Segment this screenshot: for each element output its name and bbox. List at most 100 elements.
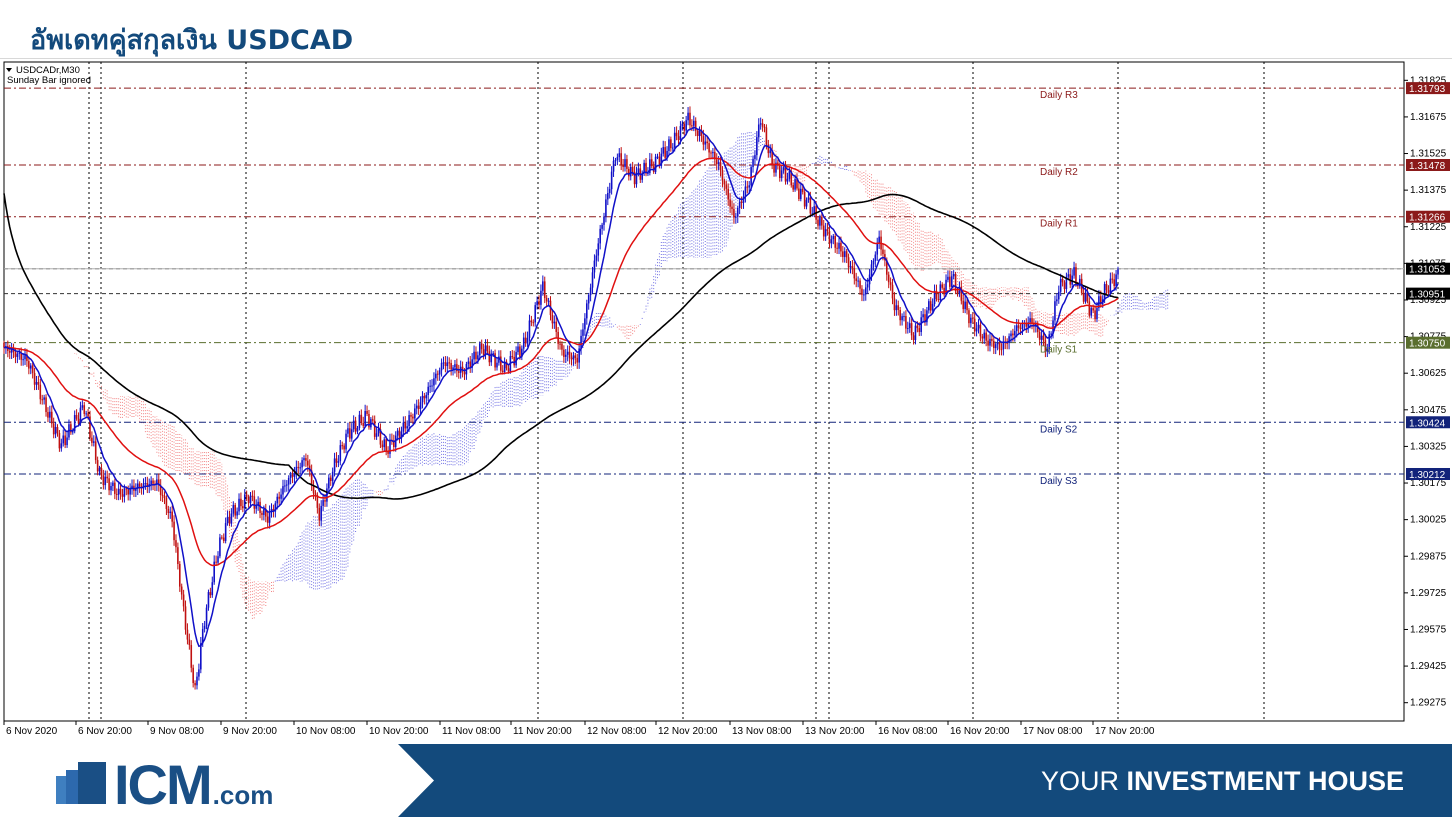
candle-body — [45, 397, 47, 413]
candle-body — [335, 458, 338, 463]
candle-body — [970, 317, 972, 324]
candle-body — [859, 280, 861, 289]
candle-body — [234, 504, 237, 516]
candle-body — [387, 451, 389, 454]
candle-body — [1048, 334, 1051, 349]
candle-body — [1056, 299, 1058, 302]
candle-body — [448, 362, 451, 364]
candle-body — [289, 474, 292, 478]
candle-body — [725, 184, 728, 189]
candle-body — [471, 359, 473, 368]
candle-body — [719, 162, 722, 171]
candle-body — [603, 216, 605, 225]
candle-body — [1042, 335, 1045, 341]
candle-body — [973, 318, 976, 332]
candle-body — [297, 466, 300, 468]
candle-body — [291, 474, 294, 477]
candle-body — [576, 358, 579, 363]
candle-body — [450, 363, 452, 370]
candle-body — [897, 305, 900, 310]
candle-body — [115, 493, 118, 495]
candle-body — [131, 485, 133, 489]
candle-body — [320, 505, 322, 521]
logo-suffix: .com — [212, 780, 274, 810]
candle-body — [551, 315, 554, 324]
candle-body — [668, 139, 670, 151]
candle-body — [362, 423, 365, 426]
candle-body — [404, 422, 407, 429]
candle-body — [165, 497, 168, 509]
candle-body — [347, 428, 349, 434]
candle-body — [356, 428, 359, 432]
candle-body — [685, 120, 687, 131]
candle-body — [415, 405, 418, 409]
candle-body — [393, 440, 395, 448]
candle-body — [874, 254, 877, 261]
candle-body — [284, 485, 286, 487]
candle-body — [337, 461, 340, 463]
candle-body — [316, 494, 319, 508]
price-tag-label: 1.31053 — [1409, 265, 1446, 276]
candle-body — [433, 378, 435, 386]
candle-body — [494, 353, 496, 368]
candle-body — [35, 382, 38, 385]
candle-body — [945, 279, 947, 295]
candle-body — [1008, 336, 1010, 344]
candle-body — [211, 582, 214, 596]
candle-body — [167, 508, 170, 514]
candle-body — [93, 441, 95, 443]
candle-body — [125, 488, 128, 490]
candle-body — [438, 370, 441, 375]
candle-body — [201, 629, 204, 644]
moving-average-slow-line — [3, 193, 1119, 500]
candle-body — [96, 460, 99, 472]
candle-body — [889, 282, 892, 285]
candle-body — [329, 477, 332, 481]
candle-body — [914, 325, 917, 341]
candle-body — [307, 460, 309, 466]
candle-body — [771, 150, 773, 165]
candle-body — [954, 274, 957, 291]
candle-body — [228, 516, 231, 524]
candle-body — [293, 472, 296, 477]
candle-body — [618, 153, 621, 158]
candle-body — [693, 120, 695, 126]
price-tag-label: 1.30212 — [1409, 470, 1446, 481]
candle-body — [150, 480, 152, 485]
candle-body — [177, 547, 179, 564]
candle-body — [966, 301, 968, 311]
candle-body — [521, 348, 523, 357]
candle-body — [863, 294, 865, 296]
candle-body — [318, 507, 321, 521]
candle-body — [647, 173, 649, 175]
candle-body — [721, 170, 724, 181]
candle-body — [866, 284, 869, 288]
y-tick-label: 1.31525 — [1410, 149, 1447, 160]
candle-body — [163, 495, 166, 498]
x-tick-label: 12 Nov 20:00 — [658, 726, 718, 737]
candle-body — [396, 430, 399, 436]
price-tag-label: 1.31793 — [1409, 84, 1446, 95]
x-tick-label: 9 Nov 20:00 — [223, 726, 277, 737]
price-tag-label: 1.30951 — [1409, 290, 1446, 301]
candle-body — [870, 264, 873, 275]
candle-body — [56, 427, 59, 434]
candle-body — [524, 337, 527, 344]
candle-body — [331, 471, 334, 481]
candle-body — [821, 216, 823, 226]
slogan: YOUR INVESTMENT HOUSE — [1041, 766, 1404, 797]
pivot-label: Daily R1 — [1040, 219, 1078, 230]
candle-body — [1054, 301, 1056, 321]
candle-body — [907, 328, 909, 330]
candle-body — [853, 268, 856, 279]
candle-body — [1086, 292, 1089, 302]
candle-body — [62, 435, 65, 444]
candle-body — [633, 171, 636, 185]
candle-body — [127, 489, 130, 495]
candle-body — [1115, 274, 1117, 287]
candle-body — [813, 206, 815, 214]
candle-body — [303, 458, 305, 461]
candle-body — [903, 316, 905, 318]
candle-body — [58, 433, 61, 449]
candle-body — [845, 251, 848, 258]
